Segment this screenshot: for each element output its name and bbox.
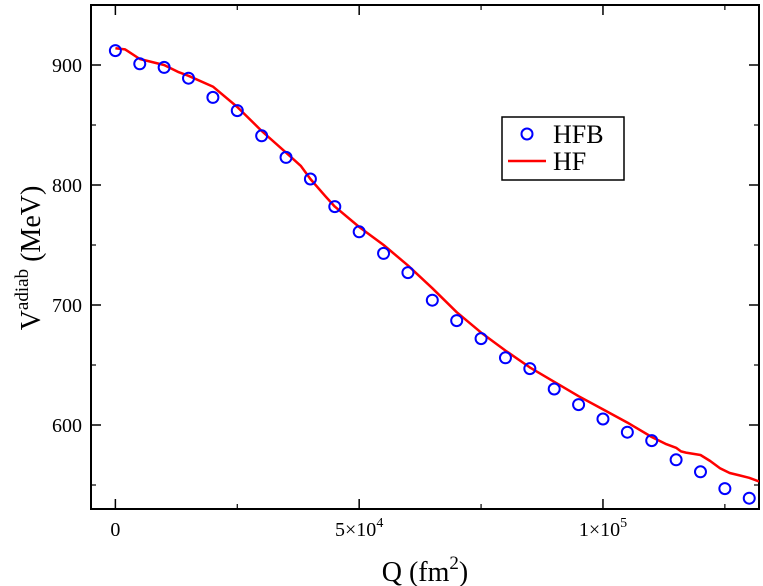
hfb-point xyxy=(279,150,293,164)
y-tick-label: 900 xyxy=(52,55,82,77)
hfb-point xyxy=(547,382,561,396)
hf-line xyxy=(115,46,759,483)
hfb-point xyxy=(596,412,610,426)
legend: HFB HF xyxy=(501,116,625,181)
hfb-point xyxy=(303,172,317,186)
hfb-point xyxy=(255,129,269,143)
y-tick-label: 800 xyxy=(52,175,82,197)
hfb-point xyxy=(108,44,122,58)
legend-label-hfb: HFB xyxy=(553,120,604,149)
hfb-point xyxy=(450,314,464,328)
hfb-point xyxy=(645,434,659,448)
hfb-point xyxy=(474,332,488,346)
hfb-point xyxy=(572,398,586,412)
y-axis-ticks: 600 700 800 900 xyxy=(52,55,759,486)
x-tick-label: 1×105 xyxy=(579,516,627,541)
hfb-point xyxy=(742,491,756,505)
x-tick-label: 0 xyxy=(110,519,120,541)
hfb-point xyxy=(206,90,220,104)
hfb-point xyxy=(498,351,512,365)
hfb-point xyxy=(328,200,342,214)
x-axis-title-exponent: 2 xyxy=(449,553,459,574)
legend-label-hf: HF xyxy=(553,147,586,176)
y-axis-title: Vadiab (MeV) xyxy=(12,186,47,331)
y-axis-title-tail: (MeV) xyxy=(16,186,47,269)
hfb-point xyxy=(620,425,634,439)
hfb-point xyxy=(182,71,196,85)
hfb-point xyxy=(523,362,537,376)
hfb-point xyxy=(425,293,439,307)
legend-box xyxy=(501,116,625,181)
series-layer xyxy=(108,44,759,505)
hfb-point xyxy=(157,60,171,74)
plot-frame xyxy=(90,4,760,510)
hfb-point xyxy=(352,225,366,239)
x-axis-ticks: 0 5×104 1×105 xyxy=(110,5,726,541)
y-tick-label: 700 xyxy=(52,295,82,317)
y-axis-title-superscript: adiab xyxy=(12,269,33,310)
x-tick-label: 5×104 xyxy=(335,516,383,541)
hfb-point xyxy=(693,465,707,479)
hfb-point xyxy=(230,104,244,118)
hfb-point xyxy=(133,57,147,71)
hfb-point xyxy=(669,453,683,467)
hfb-point xyxy=(718,482,732,496)
y-tick-label: 600 xyxy=(52,415,82,437)
legend-marker-hfb xyxy=(520,127,534,141)
hfb-point xyxy=(401,266,415,280)
x-axis-title-tail: ) xyxy=(459,557,468,586)
x-axis-title: Q (fm2) xyxy=(382,553,468,586)
hfb-point xyxy=(377,246,391,260)
